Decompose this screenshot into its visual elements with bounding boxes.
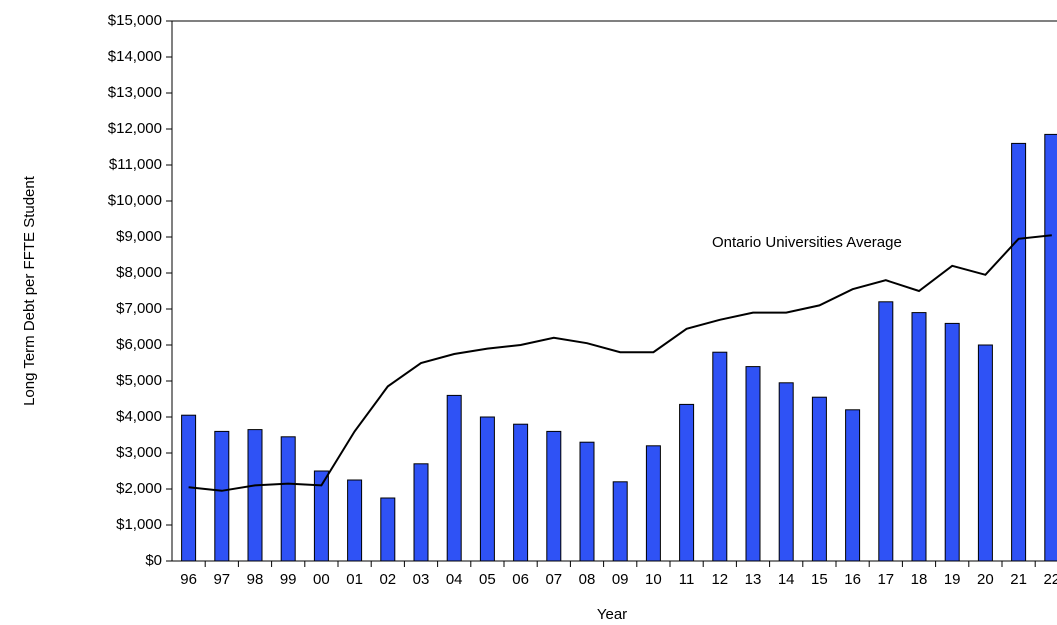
y-tick-label: $15,000: [108, 12, 162, 29]
line: [188, 234, 1052, 492]
y-tick-label: $13,000: [108, 84, 162, 101]
x-tick-label: 11: [679, 571, 695, 588]
x-tick-label: 22: [1043, 571, 1057, 588]
bar: [446, 394, 462, 562]
bar: [645, 445, 661, 562]
y-tick-label: $7,000: [116, 300, 162, 317]
y-tick-label: $2,000: [116, 480, 162, 497]
bar: [413, 463, 429, 562]
bar: [612, 481, 628, 562]
x-tick-label: 07: [545, 571, 562, 588]
bar: [1044, 133, 1057, 562]
x-tick-label: 96: [180, 571, 197, 588]
bar: [280, 436, 296, 562]
bar: [214, 430, 230, 562]
x-tick-label: 18: [911, 571, 928, 588]
y-tick-label: $3,000: [116, 444, 162, 461]
x-tick-label: 14: [778, 571, 795, 588]
y-tick-label: $6,000: [116, 336, 162, 353]
x-tick-label: 15: [811, 571, 828, 588]
x-tick-label: 13: [745, 571, 762, 588]
y-tick-label: $14,000: [108, 48, 162, 65]
x-tick-label: 05: [479, 571, 496, 588]
x-tick-label: 12: [711, 571, 728, 588]
x-tick-label: 20: [977, 571, 994, 588]
bar: [1011, 142, 1027, 562]
x-tick-label: 98: [247, 571, 264, 588]
bar: [479, 416, 495, 562]
y-tick-label: $5,000: [116, 372, 162, 389]
bar: [712, 351, 728, 562]
y-tick-label: $12,000: [108, 120, 162, 137]
y-tick-label: $11,000: [109, 156, 162, 173]
x-tick-label: 16: [844, 571, 861, 588]
x-tick-label: 97: [213, 571, 230, 588]
bar: [546, 430, 562, 562]
bar: [845, 409, 861, 562]
y-tick-label: $0: [145, 552, 162, 569]
x-tick-label: 01: [346, 571, 363, 588]
bar: [679, 403, 695, 562]
x-tick-label: 09: [612, 571, 629, 588]
y-tick-label: $9,000: [116, 228, 162, 245]
x-tick-label: 21: [1010, 571, 1027, 588]
bar: [513, 423, 529, 562]
x-tick-label: 06: [512, 571, 529, 588]
bar: [347, 479, 363, 562]
bar: [247, 429, 263, 562]
x-tick-label: 19: [944, 571, 961, 588]
bar: [745, 366, 761, 562]
bar: [911, 312, 927, 562]
x-tick-label: 03: [413, 571, 430, 588]
bar: [878, 301, 894, 562]
bar: [380, 497, 396, 562]
x-tick-label: 04: [446, 571, 463, 588]
x-tick-label: 02: [379, 571, 396, 588]
bar: [811, 396, 827, 562]
series-label: Ontario Universities Average: [712, 234, 902, 251]
y-tick-label: $1,000: [116, 516, 162, 533]
y-tick-label: $10,000: [108, 192, 162, 209]
x-tick-label: 99: [280, 571, 297, 588]
x-tick-label: 00: [313, 571, 330, 588]
bar: [944, 322, 960, 562]
x-axis-label: Year: [597, 606, 627, 623]
bar: [778, 382, 794, 562]
bar: [977, 344, 993, 562]
bar: [579, 441, 595, 562]
x-tick-label: 08: [579, 571, 596, 588]
y-axis-label: Long Term Debt per FFTE Student: [21, 175, 38, 406]
x-tick-label: 10: [645, 571, 662, 588]
y-tick-label: $4,000: [116, 408, 162, 425]
x-tick-label: 17: [877, 571, 894, 588]
y-tick-label: $8,000: [116, 264, 162, 281]
